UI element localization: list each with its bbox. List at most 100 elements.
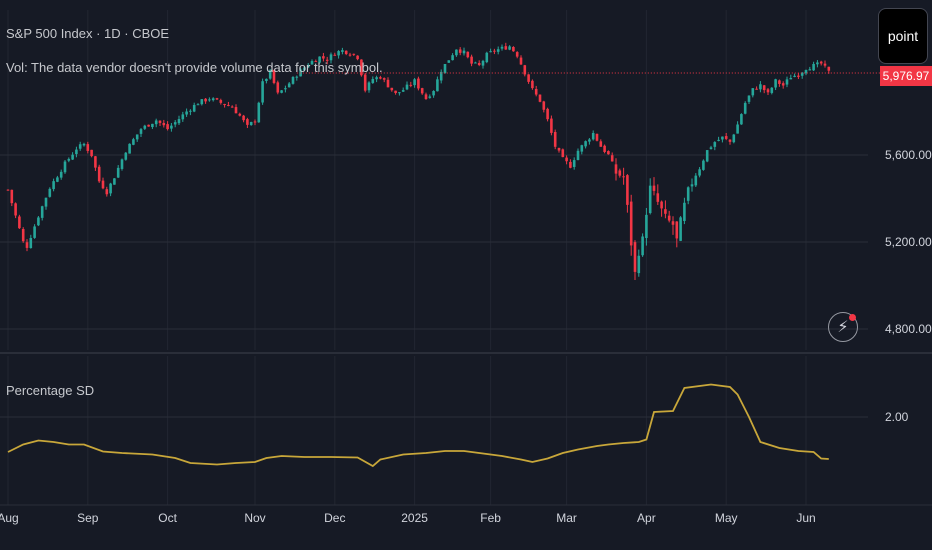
candle[interactable]: [607, 151, 610, 155]
candle[interactable]: [728, 139, 732, 142]
candle[interactable]: [329, 54, 333, 61]
candle[interactable]: [527, 74, 530, 82]
percentage-sd-line[interactable]: [7, 383, 829, 468]
candle[interactable]: [322, 56, 325, 59]
candle[interactable]: [774, 79, 777, 88]
candle[interactable]: [56, 177, 59, 182]
candle[interactable]: [413, 79, 416, 86]
candle[interactable]: [626, 175, 629, 205]
candle[interactable]: [641, 236, 644, 256]
candle[interactable]: [405, 84, 409, 90]
candle[interactable]: [268, 70, 272, 79]
candle[interactable]: [348, 54, 352, 56]
candle[interactable]: [519, 57, 523, 65]
candle[interactable]: [740, 114, 743, 125]
lightning-icon[interactable]: ⚡: [828, 312, 858, 342]
candle[interactable]: [284, 88, 287, 90]
candle[interactable]: [82, 143, 86, 146]
candle[interactable]: [645, 214, 648, 239]
candle[interactable]: [424, 94, 428, 100]
candle[interactable]: [52, 181, 55, 190]
candle[interactable]: [257, 102, 261, 123]
candle[interactable]: [177, 119, 181, 124]
candle[interactable]: [227, 104, 230, 106]
candle[interactable]: [120, 159, 124, 169]
candle[interactable]: [33, 226, 36, 238]
candle[interactable]: [538, 94, 542, 102]
candle[interactable]: [78, 144, 82, 149]
candle[interactable]: [280, 90, 283, 93]
candle[interactable]: [341, 50, 344, 52]
candle[interactable]: [166, 124, 169, 130]
candle[interactable]: [63, 161, 67, 173]
indicator-title[interactable]: Percentage SD: [6, 383, 95, 398]
candle[interactable]: [151, 123, 154, 128]
candle[interactable]: [29, 238, 33, 249]
candle[interactable]: [272, 69, 276, 83]
candle[interactable]: [303, 67, 306, 71]
candle[interactable]: [481, 60, 485, 66]
candle[interactable]: [75, 149, 78, 155]
candle[interactable]: [287, 83, 291, 88]
candle[interactable]: [637, 255, 641, 274]
candle[interactable]: [428, 96, 432, 98]
candle[interactable]: [325, 59, 329, 61]
candle[interactable]: [135, 134, 139, 140]
candle[interactable]: [804, 70, 808, 74]
candle[interactable]: [721, 136, 724, 140]
candle[interactable]: [470, 56, 473, 64]
candle[interactable]: [675, 221, 679, 239]
candle[interactable]: [246, 119, 249, 125]
candle[interactable]: [515, 52, 519, 57]
candle[interactable]: [553, 131, 557, 147]
candle[interactable]: [363, 74, 367, 91]
candle[interactable]: [614, 164, 618, 174]
candle[interactable]: [265, 78, 268, 82]
candle[interactable]: [337, 51, 340, 56]
candle[interactable]: [367, 82, 371, 91]
candle[interactable]: [622, 176, 625, 178]
candle[interactable]: [618, 170, 622, 176]
candle[interactable]: [185, 111, 188, 115]
candle[interactable]: [496, 49, 500, 52]
candle[interactable]: [356, 55, 359, 60]
candle[interactable]: [128, 143, 131, 154]
candle[interactable]: [458, 49, 462, 53]
candle[interactable]: [132, 139, 135, 145]
candle[interactable]: [18, 216, 21, 229]
candle[interactable]: [314, 61, 318, 63]
candle[interactable]: [352, 53, 356, 55]
candle[interactable]: [664, 209, 667, 214]
candle[interactable]: [671, 221, 675, 225]
candle[interactable]: [717, 139, 720, 141]
candle[interactable]: [588, 139, 591, 142]
candle[interactable]: [827, 66, 831, 71]
candle[interactable]: [500, 46, 504, 49]
candle[interactable]: [295, 76, 299, 78]
candle[interactable]: [713, 142, 717, 147]
candle[interactable]: [242, 115, 245, 121]
candle[interactable]: [390, 87, 394, 91]
candle[interactable]: [37, 217, 40, 226]
candle[interactable]: [595, 133, 599, 141]
candle[interactable]: [694, 175, 698, 186]
candle[interactable]: [291, 77, 295, 84]
candle[interactable]: [599, 141, 603, 147]
candle[interactable]: [580, 145, 584, 152]
candle[interactable]: [633, 242, 637, 272]
candle[interactable]: [667, 215, 671, 221]
candle[interactable]: [379, 77, 382, 79]
candle[interactable]: [173, 122, 177, 125]
candle[interactable]: [698, 169, 701, 176]
candle[interactable]: [333, 54, 337, 56]
candle[interactable]: [371, 79, 375, 84]
candle[interactable]: [797, 75, 800, 77]
candle[interactable]: [504, 46, 508, 50]
candle[interactable]: [477, 62, 481, 65]
candle[interactable]: [610, 155, 614, 162]
candle[interactable]: [629, 201, 633, 246]
candle[interactable]: [759, 84, 762, 90]
candle[interactable]: [124, 152, 128, 160]
candle[interactable]: [800, 72, 804, 76]
